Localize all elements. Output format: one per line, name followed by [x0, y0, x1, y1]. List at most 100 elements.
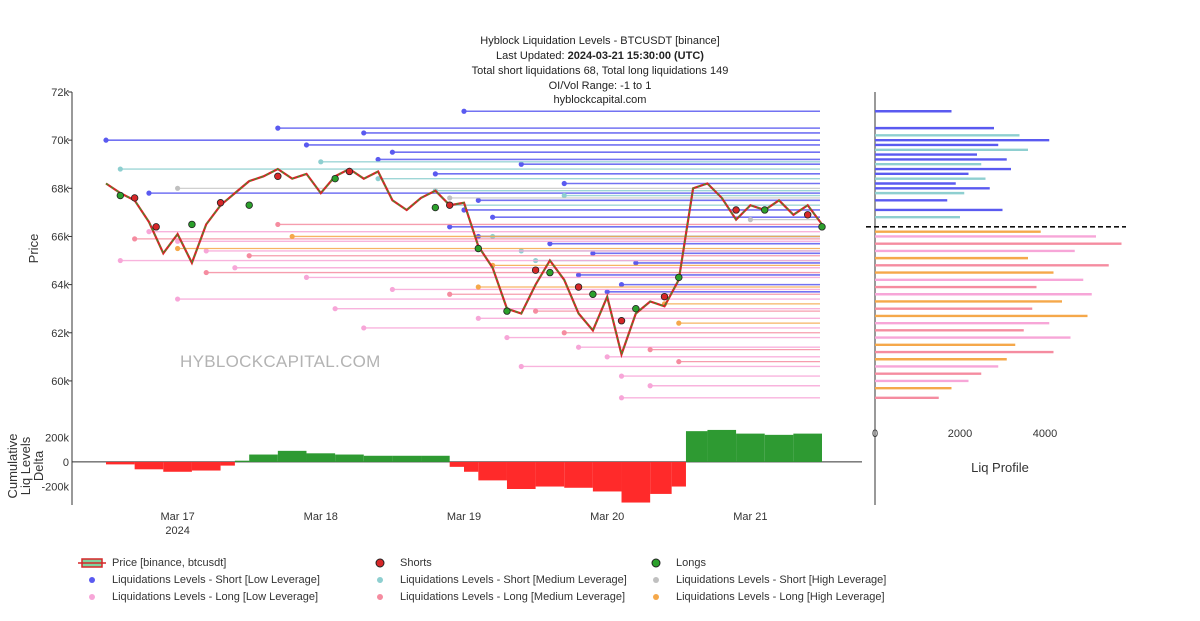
legend-item-longs[interactable]: Longs [642, 557, 706, 569]
y-tick-label: 70k [51, 135, 69, 147]
liq-level-marker [361, 130, 367, 136]
legend-item-short-med[interactable]: Liquidations Levels - Short [Medium Leve… [366, 574, 627, 586]
liq-level-marker [604, 354, 610, 360]
liq-level-marker [175, 296, 181, 302]
delta-axis-title: CumulativeLiq LevelsDelta [5, 433, 46, 498]
liq-level-marker [432, 171, 438, 177]
x-tick-label: Mar 20 [590, 511, 624, 523]
chart-title: Hyblock Liquidation Levels - BTCUSDT [bi… [480, 35, 720, 47]
liq-level-marker [117, 166, 123, 172]
legend-label-long-high: Liquidations Levels - Long [High Leverag… [676, 591, 885, 603]
price-axis-title: Price [26, 234, 41, 264]
y-tick-label: 62k [51, 328, 69, 340]
delta-tick-label: -200k [41, 482, 69, 494]
legend-item-long-med[interactable]: Liquidations Levels - Long [Medium Lever… [366, 591, 625, 603]
delta-bar [564, 461, 593, 488]
liq-level-marker [175, 185, 181, 191]
long-dot [116, 191, 125, 200]
delta-bar [392, 455, 422, 462]
liq-level-marker [633, 260, 639, 266]
liq-level-marker [590, 250, 596, 256]
x-tick-label: Mar 19 [447, 511, 481, 523]
delta-bar [163, 461, 192, 472]
delta-bar [478, 461, 507, 481]
candle-icon [78, 557, 106, 569]
x-tick-label: Mar 21 [733, 511, 767, 523]
watermark: HYBLOCKCAPITAL.COM [180, 352, 381, 371]
profile-tick-label: 4000 [1033, 428, 1057, 440]
delta-bar [220, 461, 235, 466]
liq-level-marker [375, 156, 381, 163]
price-line-down [105, 167, 823, 359]
liq-level-marker [146, 190, 152, 196]
delta-axis-title-part: Cumulative [5, 433, 20, 498]
short-dot [617, 317, 626, 325]
teal-dot-icon [366, 574, 394, 586]
liq-level-marker [618, 282, 625, 288]
delta-bar [736, 433, 765, 462]
long-dot [589, 290, 597, 298]
legend-item-short-low[interactable]: Liquidations Levels - Short [Low Leverag… [78, 574, 320, 586]
axes: 60k 62k 64k 66k 68k 70k 72k Price Mar 17 Mar 18 Ma… [26, 87, 1126, 537]
profile-axis-title: Liq Profile [971, 460, 1029, 475]
profile-tick-label: 0 [872, 428, 878, 440]
y-tick-label: 66k [51, 231, 69, 243]
legend-label-price: Price [binance, btcusdt] [112, 557, 227, 569]
legend-item-shorts[interactable]: Shorts [366, 557, 432, 569]
liq-level-marker [332, 306, 338, 312]
long-dot [632, 304, 640, 313]
profile-tick-label: 2000 [948, 428, 972, 440]
liq-level-marker [289, 233, 295, 240]
price-line-up [105, 168, 823, 357]
short-dot [345, 167, 354, 176]
short-dot [274, 172, 282, 180]
delta-bar [535, 461, 565, 487]
legend-label-long-med: Liquidations Levels - Long [Medium Lever… [400, 591, 626, 603]
liq-level-marker [203, 269, 209, 276]
y-tick-label: 72k [51, 87, 69, 99]
delta-bar [234, 460, 250, 462]
liq-level-marker [618, 395, 625, 401]
liq-level-marker [318, 159, 324, 165]
delta-bar [363, 455, 393, 462]
legend-label-long-low: Liquidations Levels - Long [Low Leverage… [112, 591, 319, 603]
delta-bar [506, 461, 536, 489]
liq-level-marker [361, 325, 367, 331]
delta-bar [685, 431, 708, 462]
legend-item-price[interactable]: Price [binance, btcusdt] [78, 557, 226, 569]
liq-level-marker [461, 108, 467, 114]
liq-level-marker [518, 363, 524, 370]
legend-item-short-high[interactable]: Liquidations Levels - Short [High Levera… [642, 574, 886, 586]
legend-item-long-low[interactable]: Liquidations Levels - Long [Low Leverage… [78, 591, 318, 603]
short-dot [152, 223, 160, 231]
liq-level-marker [303, 142, 310, 148]
liq-level-marker [303, 274, 310, 280]
last-updated: Last Updated: 2024-03-21 15:30:00 (UTC) [300, 49, 900, 64]
grey-dot-icon [642, 574, 670, 586]
green-dot-icon [642, 557, 670, 569]
x-tick-label: Mar 18 [304, 511, 338, 523]
delta-tick-label: 200k [45, 432, 69, 444]
liq-level-marker [561, 180, 567, 187]
liq-level-marker [475, 284, 481, 290]
delta-axis-title-part: Liq Levels [18, 436, 33, 495]
liq-level-marker [533, 308, 539, 314]
legend-item-long-high[interactable]: Liquidations Levels - Long [High Leverag… [642, 591, 885, 603]
blue-dot-icon [78, 574, 106, 586]
liq-level-marker [647, 347, 653, 353]
liq-level-marker [561, 192, 567, 199]
long-dot [431, 203, 440, 212]
delta-bar [707, 429, 737, 462]
delta-axis-title-part: Delta [31, 450, 46, 481]
short-dot [216, 199, 225, 207]
liq-level-marker [490, 214, 496, 220]
oi-vol-range: OI/Vol Range: -1 to 1 [548, 80, 652, 92]
last-updated-value: 2024-03-21 15:30:00 (UTC) [567, 50, 704, 62]
liq-level-marker [447, 291, 453, 297]
long-dot [245, 201, 253, 209]
liq-level-marker [232, 265, 238, 271]
legend-label-longs: Longs [676, 557, 706, 569]
liq-level-marker [103, 137, 109, 143]
